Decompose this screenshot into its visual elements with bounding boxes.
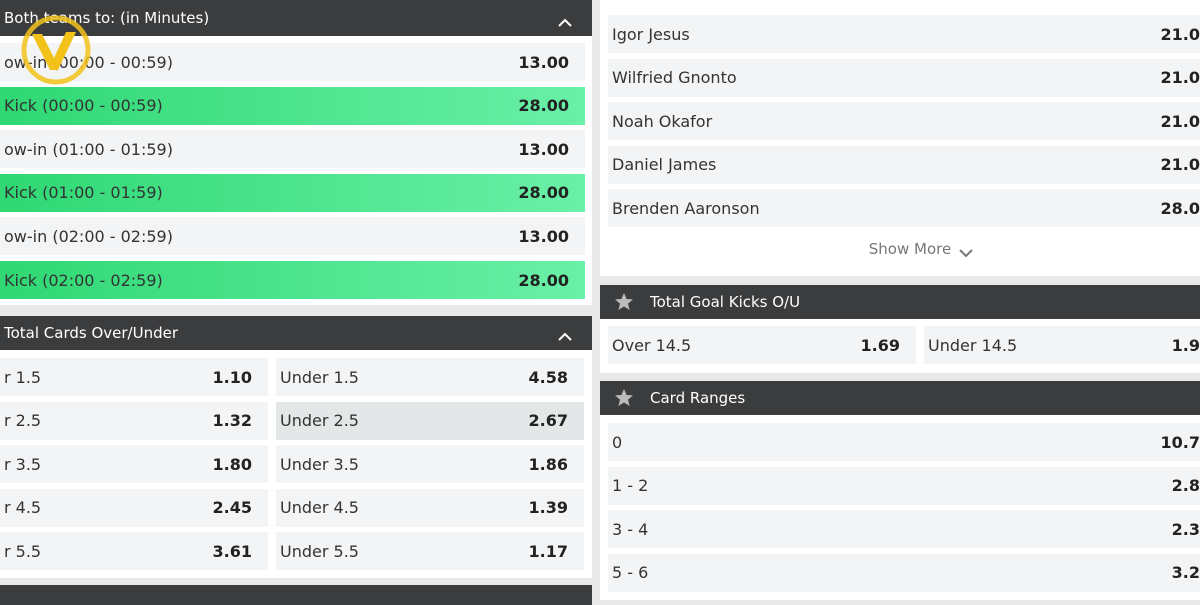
- odds-row[interactable]: Under 1.5 4.58: [276, 358, 584, 396]
- odds: 13.00: [518, 52, 569, 72]
- odds: 13.00: [518, 226, 569, 246]
- odds-row[interactable]: Under 3.5 1.86: [276, 445, 584, 483]
- odds: 2.67: [528, 411, 568, 430]
- label: Igor Jesus: [612, 24, 690, 44]
- chevron: [558, 327, 572, 341]
- odds-row[interactable]: 5 - 6 3.2: [608, 553, 1200, 592]
- odds-row[interactable]: ow-in (00:00 - 00:59) 13.00: [0, 43, 585, 81]
- odds-row[interactable]: Brenden Aaronson 28.0: [608, 189, 1200, 228]
- odds-row[interactable]: Under 14.5 1.9: [924, 326, 1200, 364]
- odds-row[interactable]: ow-in (02:00 - 02:59) 13.00: [0, 217, 585, 256]
- odds: 10.7: [1160, 432, 1200, 452]
- odds-row[interactable]: Kick (01:00 - 01:59) 28.00: [0, 173, 585, 212]
- star: [614, 292, 634, 312]
- odds-row[interactable]: r 1.5 1.10: [0, 358, 268, 396]
- label: 5 - 6: [612, 563, 649, 583]
- label: 0: [612, 432, 623, 452]
- odds-row[interactable]: Wilfried Gnonto 21.0: [608, 58, 1200, 97]
- odds: 2.3: [1171, 519, 1200, 539]
- label: Under 1.5: [280, 367, 359, 387]
- label: Brenden Aaronson: [612, 198, 760, 218]
- odds: 1.9: [1171, 335, 1200, 355]
- label: r 5.5: [4, 541, 42, 561]
- odds: 13.00: [518, 139, 569, 159]
- label: r 3.5: [4, 454, 42, 474]
- chevron: [558, 13, 572, 27]
- odds-row[interactable]: Under 5.5 1.17: [276, 532, 584, 570]
- label: Wilfried Gnonto: [612, 68, 737, 88]
- label: Kick (01:00 - 01:59): [4, 183, 163, 203]
- odds: 1.17: [528, 541, 568, 561]
- odds-row[interactable]: 1 - 2 2.8: [608, 466, 1200, 505]
- odds-row[interactable]: r 3.5 1.80: [0, 445, 268, 483]
- section-header: Total Goal Kicks O/U: [600, 285, 1200, 319]
- section-header: Card Ranges: [600, 381, 1200, 415]
- odds: 21.0: [1160, 24, 1200, 44]
- label: Under 5.5: [280, 541, 359, 561]
- odds: 4.58: [528, 367, 568, 387]
- label: Over 14.5: [612, 335, 692, 355]
- odds: 1.39: [528, 498, 568, 517]
- label: 3 - 4: [612, 519, 649, 539]
- odds-row[interactable]: Kick (00:00 - 00:59) 28.00: [0, 86, 585, 125]
- odds: 21.0: [1160, 68, 1200, 88]
- odds: 21.0: [1160, 111, 1200, 131]
- odds-row[interactable]: Under 2.5 2.67: [276, 401, 584, 440]
- odds-row[interactable]: Kick (02:00 - 02:59) 28.00: [0, 261, 585, 299]
- odds: 28.00: [518, 96, 569, 116]
- chevron: [958, 244, 974, 258]
- odds: 28.00: [518, 183, 569, 203]
- odds-row[interactable]: r 4.5 2.45: [0, 488, 268, 527]
- odds-row[interactable]: 0 10.7: [608, 423, 1200, 461]
- label: ow-in (01:00 - 01:59): [4, 139, 173, 159]
- odds: 2.8: [1171, 476, 1200, 496]
- label: ow-in (02:00 - 02:59): [4, 226, 173, 246]
- odds-row[interactable]: Over 14.5 1.69: [608, 326, 916, 364]
- section-header: Total Cards Over/Under: [0, 316, 592, 350]
- odds: 1.32: [212, 411, 252, 430]
- section-header: Both teams to: (in Minutes): [0, 0, 592, 36]
- odds-row[interactable]: ow-in (01:00 - 01:59) 13.00: [0, 130, 585, 169]
- odds: 3.2: [1171, 563, 1200, 583]
- odds-row[interactable]: Noah Okafor 21.0: [608, 102, 1200, 141]
- label: Kick (02:00 - 02:59): [4, 270, 163, 290]
- label: Under 4.5: [280, 498, 359, 517]
- odds: 1.10: [212, 367, 252, 387]
- label: r 2.5: [4, 411, 42, 430]
- odds-row[interactable]: Daniel James 21.0: [608, 145, 1200, 184]
- section-header: [0, 585, 592, 605]
- odds-row[interactable]: 3 - 4 2.3: [608, 510, 1200, 549]
- label: Noah Okafor: [612, 111, 713, 131]
- odds: 28.0: [1160, 198, 1200, 218]
- odds: 1.69: [860, 335, 900, 355]
- odds: 1.86: [528, 454, 568, 474]
- odds: 1.80: [212, 454, 252, 474]
- odds-row[interactable]: Under 4.5 1.39: [276, 488, 584, 527]
- odds: 28.00: [518, 270, 569, 290]
- label: r 4.5: [4, 498, 42, 517]
- label: 1 - 2: [612, 476, 649, 496]
- label: Kick (00:00 - 00:59): [4, 96, 163, 116]
- logo: [21, 15, 91, 85]
- odds: 21.0: [1160, 155, 1200, 175]
- odds-row[interactable]: Igor Jesus 21.0: [608, 15, 1200, 53]
- label: r 1.5: [4, 367, 42, 387]
- odds: 3.61: [212, 541, 252, 561]
- star: [614, 388, 634, 408]
- odds-row[interactable]: r 5.5 3.61: [0, 532, 268, 570]
- label: Under 3.5: [280, 454, 359, 474]
- label: Under 2.5: [280, 411, 359, 430]
- show-more[interactable]: Show More: [868, 240, 952, 258]
- odds-row[interactable]: r 2.5 1.32: [0, 401, 268, 440]
- odds: 2.45: [212, 498, 252, 517]
- label: Daniel James: [612, 155, 717, 175]
- label: Under 14.5: [928, 335, 1018, 355]
